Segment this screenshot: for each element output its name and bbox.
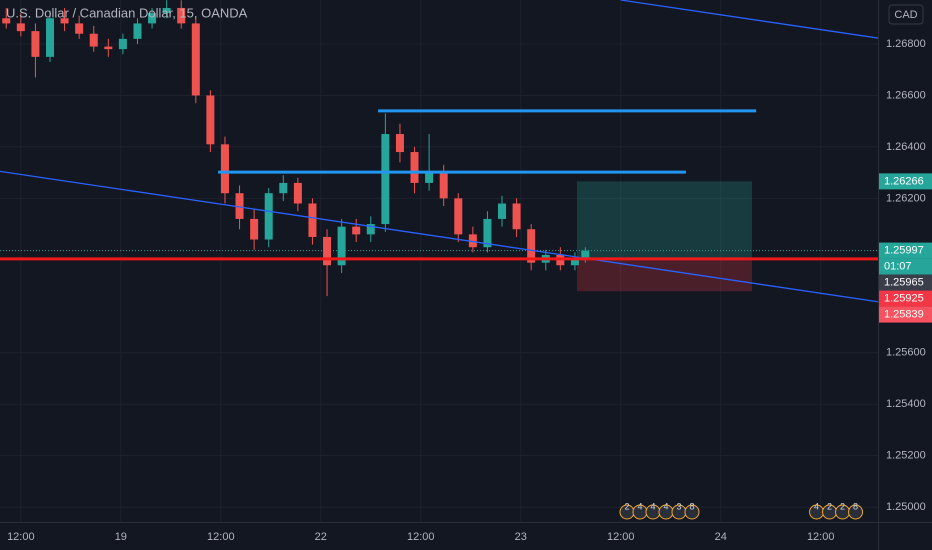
event-icon	[684, 504, 700, 520]
event-count: 3	[676, 501, 681, 511]
y-tick-label: 1.26200	[886, 192, 926, 204]
candle-body	[381, 134, 390, 225]
x-tick-label: 24	[715, 531, 727, 543]
candle-body	[366, 224, 375, 235]
candle-body	[16, 23, 25, 32]
candle-body	[439, 172, 448, 199]
candle-body	[191, 23, 200, 96]
event-count: 8	[853, 501, 858, 511]
price-label: 1.25997	[884, 244, 924, 256]
position-target-zone	[577, 181, 752, 259]
price-label: 1.25839	[884, 308, 924, 320]
x-tick-label: 19	[115, 531, 127, 543]
candle-body	[104, 46, 113, 50]
price-label-bg	[879, 274, 932, 291]
price-label-bg	[879, 173, 932, 190]
candle-body	[395, 134, 404, 153]
candle-body	[570, 257, 579, 266]
event-count: 2	[840, 501, 845, 511]
candle-body	[512, 203, 521, 230]
candle-body	[483, 218, 492, 248]
y-tick-label: 1.25600	[886, 347, 926, 359]
candle-body	[454, 198, 463, 235]
event-count: 4	[814, 501, 819, 511]
y-tick-label: 1.25200	[886, 450, 926, 462]
x-tick-label: 23	[515, 531, 527, 543]
candle-body	[323, 236, 332, 266]
candle-body	[75, 23, 84, 34]
trend-line	[0, 170, 879, 303]
candle-body	[279, 182, 288, 194]
axes: 1.26800 1.26600 1.26400 1.26200 1.25600 1.254…	[7, 38, 932, 543]
candle-body	[148, 13, 157, 24]
chart-title: U.S. Dollar / Canadian Dollar, 15, OANDA	[6, 5, 248, 20]
price-label: 1.26266	[884, 175, 924, 187]
price-label: 1.25925	[884, 292, 924, 304]
candle-body	[206, 95, 215, 145]
candle-body	[293, 182, 302, 204]
event-count: 4	[650, 501, 655, 511]
candle-body	[264, 193, 273, 240]
event-count: 4	[663, 501, 668, 511]
candle-body	[45, 18, 54, 57]
candle-body	[235, 193, 244, 219]
candle-body	[220, 144, 229, 194]
price-label: 1.25965	[884, 276, 924, 288]
position-stop-zone	[577, 258, 752, 292]
y-tick-label: 1.26400	[886, 141, 926, 153]
x-tick-label: 12:00	[407, 531, 435, 543]
price-label-bg	[879, 290, 932, 307]
currency-button[interactable]	[888, 4, 924, 25]
event-icon	[848, 504, 864, 520]
price-label-bg	[879, 258, 932, 275]
candle-body	[2, 18, 11, 24]
x-tick-label: 12:00	[7, 531, 35, 543]
candle-body	[89, 33, 98, 47]
event-count: 4	[637, 501, 642, 511]
y-tick-label: 1.25000	[886, 501, 926, 513]
y-tick-label: 1.26800	[886, 38, 926, 50]
grid	[0, 0, 878, 522]
price-label-bg	[879, 242, 932, 259]
candle-body	[498, 203, 507, 219]
candle-body	[177, 7, 186, 24]
y-tick-label: 1.25400	[886, 398, 926, 410]
candle-body	[308, 203, 317, 237]
trend-line	[620, 0, 879, 39]
candle-body	[410, 152, 419, 183]
candle-body	[337, 226, 346, 266]
event-count: 8	[689, 501, 694, 511]
event-count: 2	[624, 501, 629, 511]
candle-body	[118, 38, 127, 50]
price-label: 01:07	[884, 260, 912, 272]
candle-body	[31, 31, 40, 57]
currency[interactable]: CAD	[894, 9, 917, 21]
candle-body	[527, 229, 536, 263]
candle-body	[581, 250, 590, 258]
x-tick-label: 22	[315, 531, 327, 543]
y-tick-label: 1.26600	[886, 89, 926, 101]
candle-body	[250, 218, 259, 240]
x-tick-label: 12:00	[807, 531, 835, 543]
event-count: 2	[827, 501, 832, 511]
candle-body	[60, 18, 69, 24]
candle-body	[133, 23, 142, 39]
candle-body	[162, 7, 171, 14]
candle-body	[352, 226, 361, 235]
price-label-bg	[879, 306, 932, 323]
x-tick-label: 12:00	[607, 531, 635, 543]
candle-body	[468, 234, 477, 248]
x-tick-label: 12:00	[207, 531, 235, 543]
candle-body	[425, 172, 434, 183]
